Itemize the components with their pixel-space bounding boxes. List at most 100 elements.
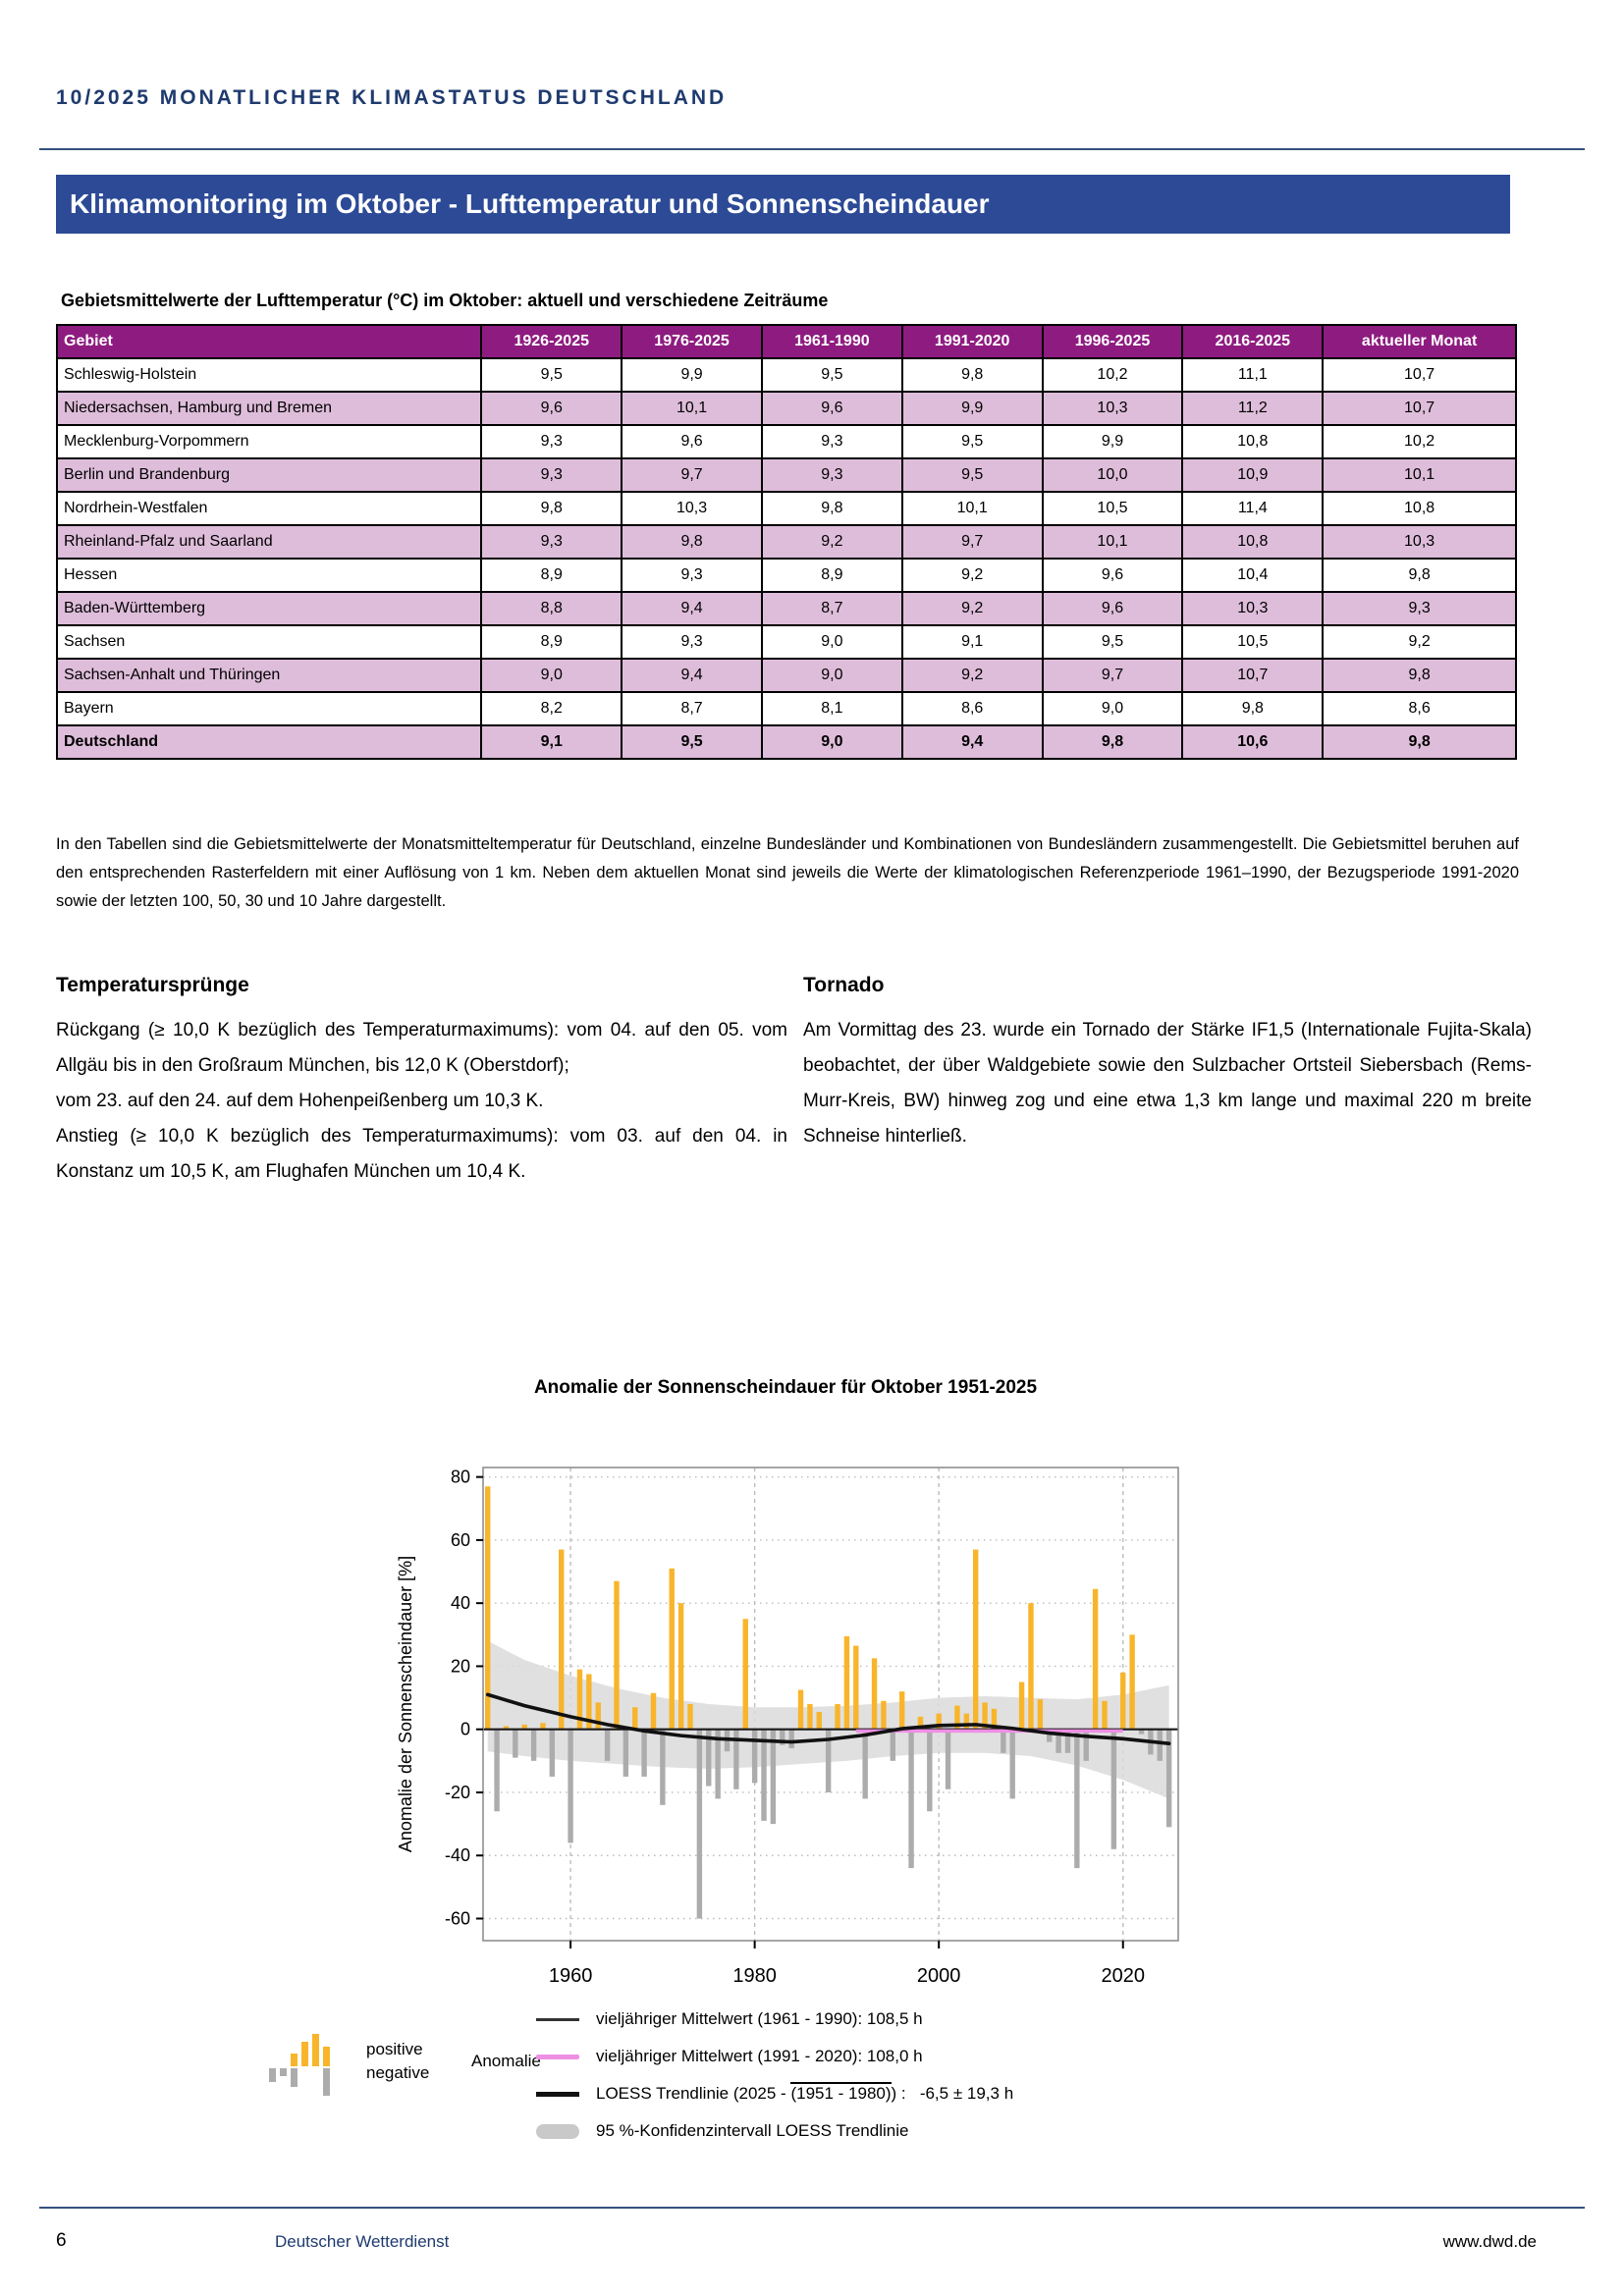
masthead: 10/2025 MONATLICHER KLIMASTATUS DEUTSCHL… [56,86,728,109]
plot-border [482,1467,1179,1942]
legend-band-label: 95 %-Konfidenzintervall LOESS Trendlinie [596,2121,909,2140]
value-cell: 10,4 [1181,558,1325,593]
value-cell: 9,6 [480,391,623,426]
value-cell: 9,6 [1041,591,1184,626]
bar-1961 [576,1669,583,1730]
value-cell: 9,1 [900,624,1044,660]
value-cell: 9,8 [480,491,623,526]
region-cell: Schleswig-Holstein [55,357,483,393]
anomaly-legend: positive negative Anomalie [263,2020,541,2113]
bar-1991 [853,1645,859,1730]
value-cell: 9,5 [621,724,763,760]
bar-1962 [586,1674,592,1730]
region-cell: Bayern [55,691,483,726]
legend-loess-label: LOESS Trendlinie (2025 - (1951 - 1980)) … [596,2082,1013,2104]
legend-positive-label: positive [366,2040,423,2058]
table-row: Nordrhein-Westfalen 9,8 10,3 9,8 10,1 10,5 11,… [55,491,1517,526]
value-cell: 9,8 [1181,691,1325,726]
bar-2017 [1092,1588,1099,1730]
y-tick-label: 40 [451,1593,470,1613]
value-cell: 10,3 [1322,524,1517,560]
value-cell: 8,7 [621,691,763,726]
thin-line-swatch [535,2017,580,2021]
value-cell: 9,8 [621,524,763,560]
loess-label-overline: (1951 - 1980) [790,2082,892,2103]
value-cell: 10,7 [1181,658,1325,693]
table-row: Hessen 8,9 9,3 8,9 9,2 9,6 10,4 9,8 [55,558,1517,593]
value-cell: 10,3 [1041,391,1184,426]
value-cell: 9,5 [480,357,623,393]
value-cell: 9,7 [621,457,763,493]
legend-mean-1961-1990: vieljähriger Mittelwert (1961 - 1990): 1… [535,2001,1013,2038]
bar-1965 [614,1580,620,1730]
value-cell: 9,3 [760,424,903,459]
value-cell: 9,4 [900,724,1044,760]
value-cell: 9,7 [1041,658,1184,693]
table-row: Baden-Württemberg 8,8 9,4 8,7 9,2 9,6 10,3 9,3 [55,591,1517,626]
bar-1994 [881,1700,887,1730]
bar-1964 [604,1729,611,1761]
bar-2009 [1018,1682,1025,1730]
tornado-body: Am Vormittag des 23. wurde ein Tornado d… [803,1020,1532,1147]
value-cell: 9,0 [760,624,903,660]
value-cell: 9,2 [1322,624,1517,660]
table-row: Sachsen 8,9 9,3 9,0 9,1 9,5 10,5 9,2 [55,624,1517,660]
bar-2000 [936,1713,942,1730]
value-cell: 11,4 [1181,491,1325,526]
value-cell: 8,9 [480,624,623,660]
bar-2008 [1009,1729,1015,1799]
bar-1980 [751,1729,758,1784]
band-swatch [535,2123,580,2139]
bar-1981 [761,1729,767,1821]
legend-confidence-band: 95 %-Konfidenzintervall LOESS Trendlinie [535,2112,1013,2150]
value-cell: 9,8 [1322,558,1517,593]
region-cell: Rheinland-Pfalz und Saarland [55,524,483,560]
value-cell: 9,2 [900,658,1044,693]
value-cell: 9,3 [480,524,623,560]
region-cell: Deutschland [55,724,483,760]
value-cell: 9,5 [900,424,1044,459]
bar-1989 [835,1704,840,1730]
value-cell: 10,6 [1181,724,1325,760]
region-cell: Berlin und Brandenburg [55,457,483,493]
value-cell: 8,1 [760,691,903,726]
bar-1969 [650,1692,657,1730]
table-description: In den Tabellen sind die Gebietsmittelwe… [56,835,1519,910]
bar-2020 [1120,1672,1126,1730]
value-cell: 10,2 [1041,357,1184,393]
footer-url: www.dwd.de [1442,2232,1537,2251]
x-tick-label: 2020 [1101,1965,1145,1987]
bar-1983 [780,1729,785,1745]
bar-1974 [696,1729,703,1919]
bar-2006 [991,1708,998,1730]
y-tick-label: -60 [445,1909,470,1929]
bar-2005 [982,1702,988,1730]
value-cell: 10,8 [1322,491,1517,526]
value-cell: 10,1 [1041,524,1184,560]
bar-1960 [568,1729,573,1843]
value-cell: 9,7 [900,524,1044,560]
loess-trendline [485,1692,1171,1745]
value-cell: 10,5 [1041,491,1184,526]
value-cell: 9,5 [900,457,1044,493]
temperatur-body: Rückgang (≥ 10,0 K bezüglich des Tempera… [56,1020,787,1182]
tornado-heading: Tornado [803,974,885,996]
bar-1976 [715,1729,721,1799]
footer-rule [39,2207,1585,2209]
bar-1992 [862,1729,868,1799]
value-cell: 10,3 [621,491,763,526]
bar-1997 [908,1729,914,1869]
value-cell: 9,0 [1041,691,1184,726]
table-row: Mecklenburg-Vorpommern 9,3 9,6 9,3 9,5 9,9 10,… [55,424,1517,459]
column-header: 1996-2025 [1041,324,1184,359]
chart-title: Anomalie der Sonnenscheindauer für Oktob… [533,1377,1038,1398]
table-row: Sachsen-Anhalt und Thüringen 9,0 9,4 9,0 9,2… [55,658,1517,693]
value-cell: 8,6 [900,691,1044,726]
bar-2002 [954,1705,960,1730]
x-tick-label: 1980 [732,1965,777,1987]
bar-1970 [660,1729,666,1805]
region-cell: Mecklenburg-Vorpommern [55,424,483,459]
value-cell: 8,9 [480,558,623,593]
bar-2025 [1165,1729,1172,1828]
